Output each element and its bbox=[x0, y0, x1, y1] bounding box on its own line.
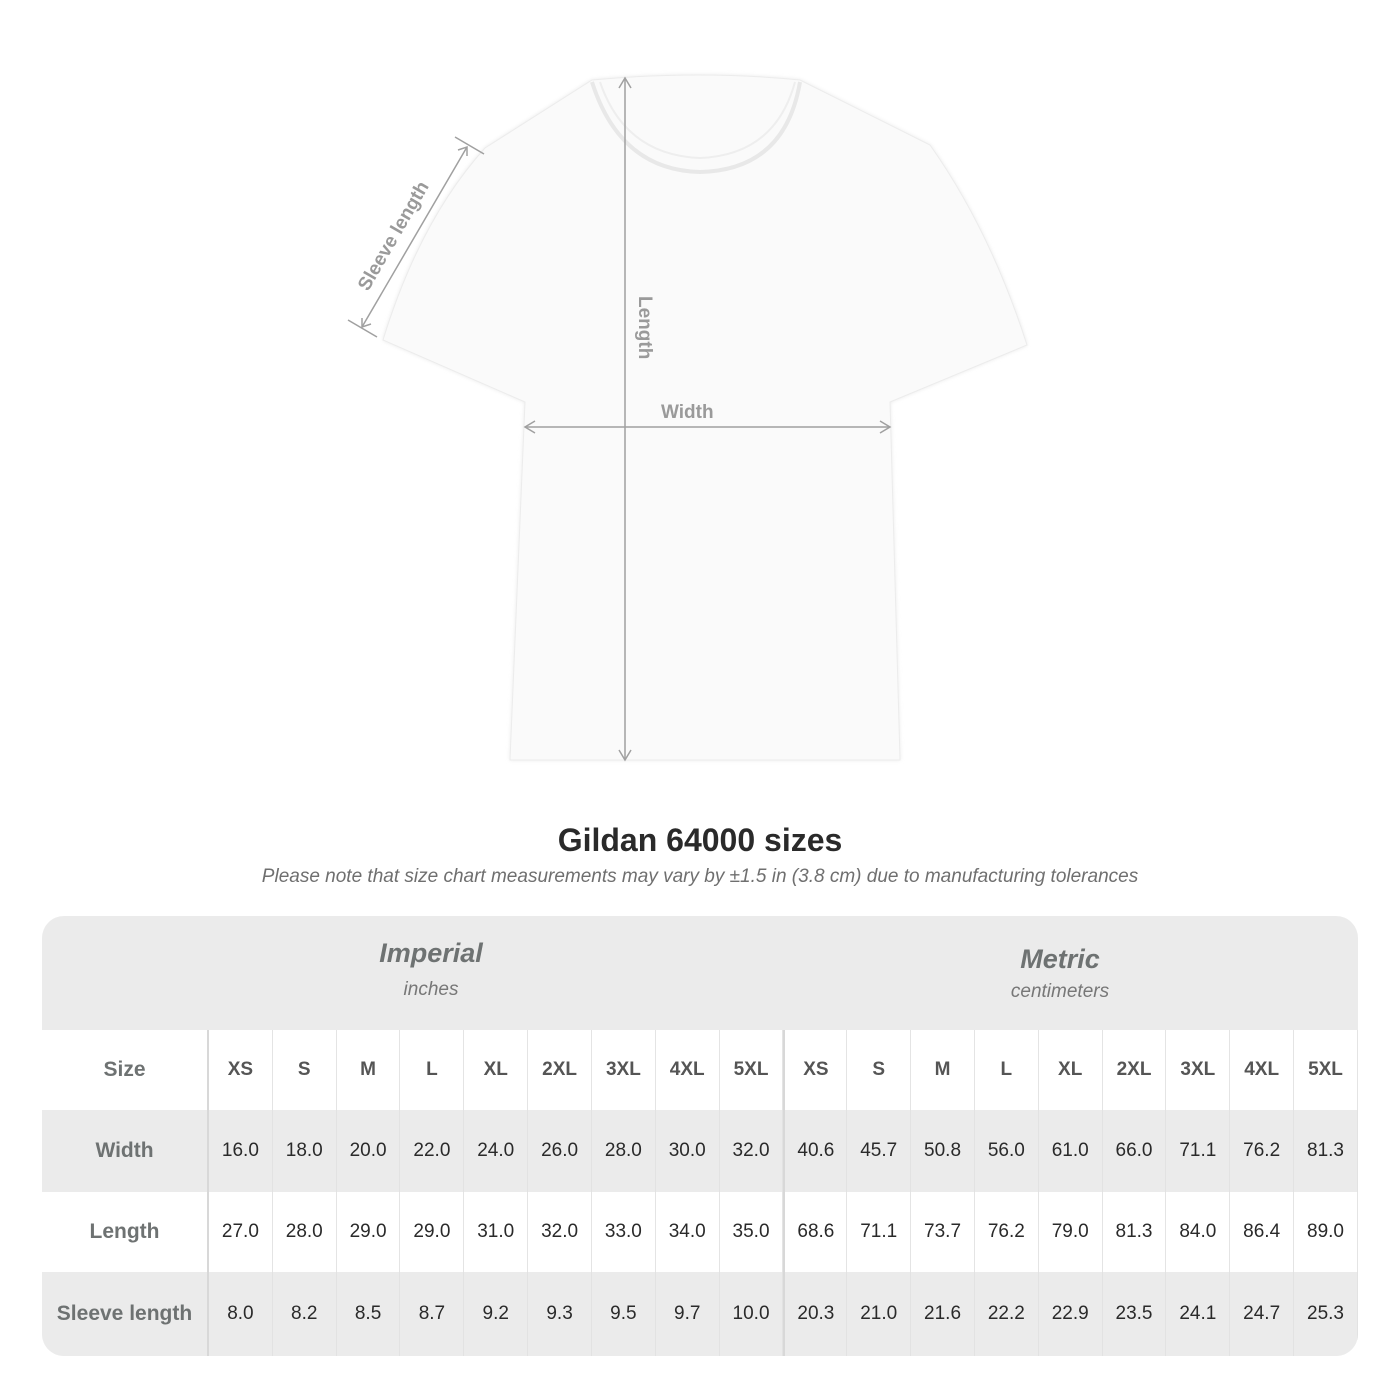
size-metric-5xl: 5XL bbox=[1294, 1030, 1358, 1110]
sleeve-arrow bbox=[347, 136, 485, 338]
value-cell: 56.0 bbox=[975, 1110, 1039, 1192]
value-cell: 84.0 bbox=[1166, 1192, 1231, 1272]
value-cell: 10.0 bbox=[720, 1272, 784, 1356]
value-cell: 50.8 bbox=[911, 1110, 975, 1192]
value-cell: 9.7 bbox=[656, 1272, 720, 1356]
value-cell: 61.0 bbox=[1039, 1110, 1103, 1192]
value-cell: 81.3 bbox=[1103, 1192, 1167, 1272]
size-metric-xl: XL bbox=[1039, 1030, 1103, 1110]
value-cell: 40.6 bbox=[783, 1110, 848, 1192]
size-imperial-m: M bbox=[337, 1030, 401, 1110]
table-row: Length 27.0 28.0 29.0 29.0 31.0 32.0 33.0 34.0 35… bbox=[42, 1192, 1358, 1272]
value-cell: 31.0 bbox=[464, 1192, 529, 1272]
value-cell: 24.1 bbox=[1166, 1272, 1231, 1356]
value-cell: 22.2 bbox=[975, 1272, 1039, 1356]
value-cell: 45.7 bbox=[847, 1110, 912, 1192]
size-metric-xs: XS bbox=[783, 1030, 848, 1110]
size-metric-l: L bbox=[975, 1030, 1039, 1110]
value-cell: 18.0 bbox=[273, 1110, 337, 1192]
value-cell: 81.3 bbox=[1294, 1110, 1358, 1192]
value-cell: 9.3 bbox=[528, 1272, 592, 1356]
value-cell: 79.0 bbox=[1039, 1192, 1103, 1272]
row-label: Size bbox=[42, 1030, 209, 1110]
value-cell: 30.0 bbox=[656, 1110, 720, 1192]
value-cell: 23.5 bbox=[1103, 1272, 1167, 1356]
size-imperial-xl: XL bbox=[464, 1030, 529, 1110]
length-arrow bbox=[618, 76, 632, 762]
value-cell: 28.0 bbox=[592, 1110, 656, 1192]
size-metric-s: S bbox=[847, 1030, 912, 1110]
width-label: Width bbox=[661, 402, 714, 423]
value-cell: 34.0 bbox=[656, 1192, 720, 1272]
value-cell: 16.0 bbox=[209, 1110, 273, 1192]
value-cell: 33.0 bbox=[592, 1192, 656, 1272]
value-cell: 35.0 bbox=[720, 1192, 784, 1272]
value-cell: 27.0 bbox=[209, 1192, 273, 1272]
imperial-title: Imperial bbox=[379, 938, 483, 968]
value-cell: 28.0 bbox=[273, 1192, 337, 1272]
size-metric-4xl: 4XL bbox=[1230, 1030, 1295, 1110]
tshirt-diagram: Sleeve length Length Width bbox=[347, 74, 1028, 762]
value-cell: 8.7 bbox=[400, 1272, 465, 1356]
row-label: Width bbox=[42, 1110, 209, 1192]
value-cell: 21.0 bbox=[847, 1272, 912, 1356]
collar bbox=[590, 81, 802, 175]
size-imperial-l: L bbox=[400, 1030, 465, 1110]
metric-header: Metric centimeters bbox=[838, 944, 1282, 1003]
value-cell: 20.3 bbox=[783, 1272, 848, 1356]
metric-unit: centimeters bbox=[1010, 981, 1110, 1002]
value-cell: 76.2 bbox=[1230, 1110, 1295, 1192]
imperial-unit: inches bbox=[403, 979, 459, 1000]
value-cell: 32.0 bbox=[528, 1192, 592, 1272]
value-cell: 8.5 bbox=[337, 1272, 401, 1356]
size-imperial-2xl: 2XL bbox=[528, 1030, 592, 1110]
tolerance-note: Please note that size chart measurements… bbox=[261, 866, 1139, 887]
value-cell: 24.7 bbox=[1230, 1272, 1295, 1356]
value-cell: 29.0 bbox=[337, 1192, 401, 1272]
table-header-row: Size XS S M L XL 2XL 3XL 4XL 5XL XS S M L XL 2XL 3XL 4XL 5… bbox=[42, 1030, 1358, 1110]
metric-title: Metric bbox=[1020, 944, 1100, 974]
size-imperial-5xl: 5XL bbox=[720, 1030, 784, 1110]
value-cell: 66.0 bbox=[1103, 1110, 1167, 1192]
value-cell: 71.1 bbox=[847, 1192, 912, 1272]
size-metric-3xl: 3XL bbox=[1166, 1030, 1231, 1110]
value-cell: 86.4 bbox=[1230, 1192, 1295, 1272]
size-imperial-4xl: 4XL bbox=[656, 1030, 720, 1110]
size-imperial-3xl: 3XL bbox=[592, 1030, 656, 1110]
value-cell: 8.0 bbox=[209, 1272, 273, 1356]
value-cell: 76.2 bbox=[975, 1192, 1039, 1272]
row-label: Sleeve length bbox=[42, 1272, 209, 1356]
value-cell: 22.9 bbox=[1039, 1272, 1103, 1356]
size-metric-2xl: 2XL bbox=[1103, 1030, 1167, 1110]
value-cell: 9.2 bbox=[464, 1272, 529, 1356]
value-cell: 20.0 bbox=[337, 1110, 401, 1192]
length-label: Length bbox=[634, 296, 655, 359]
value-cell: 89.0 bbox=[1294, 1192, 1358, 1272]
width-arrow bbox=[523, 420, 892, 434]
page-title: Gildan 64000 sizes bbox=[557, 822, 843, 858]
value-cell: 24.0 bbox=[464, 1110, 529, 1192]
tshirt-shape bbox=[382, 74, 1028, 761]
value-cell: 21.6 bbox=[911, 1272, 975, 1356]
value-cell: 8.2 bbox=[273, 1272, 337, 1356]
size-metric-m: M bbox=[911, 1030, 975, 1110]
value-cell: 71.1 bbox=[1166, 1110, 1231, 1192]
value-cell: 25.3 bbox=[1294, 1272, 1358, 1356]
value-cell: 22.0 bbox=[400, 1110, 465, 1192]
size-imperial-xs: XS bbox=[209, 1030, 273, 1110]
value-cell: 32.0 bbox=[720, 1110, 784, 1192]
value-cell: 26.0 bbox=[528, 1110, 592, 1192]
value-cell: 9.5 bbox=[592, 1272, 656, 1356]
imperial-header: Imperial inches bbox=[209, 938, 653, 1001]
value-cell: 29.0 bbox=[400, 1192, 465, 1272]
table-row: Sleeve length 8.0 8.2 8.5 8.7 9.2 9.3 9.5 9.7 10.… bbox=[42, 1272, 1358, 1356]
size-table: Imperial inches Metric centimeters Size X… bbox=[42, 916, 1358, 1356]
value-cell: 68.6 bbox=[783, 1192, 848, 1272]
value-cell: 73.7 bbox=[911, 1192, 975, 1272]
size-imperial-s: S bbox=[273, 1030, 337, 1110]
table-row: Width 16.0 18.0 20.0 22.0 24.0 26.0 28.0 30.0 32.… bbox=[42, 1110, 1358, 1192]
row-label: Length bbox=[42, 1192, 209, 1272]
